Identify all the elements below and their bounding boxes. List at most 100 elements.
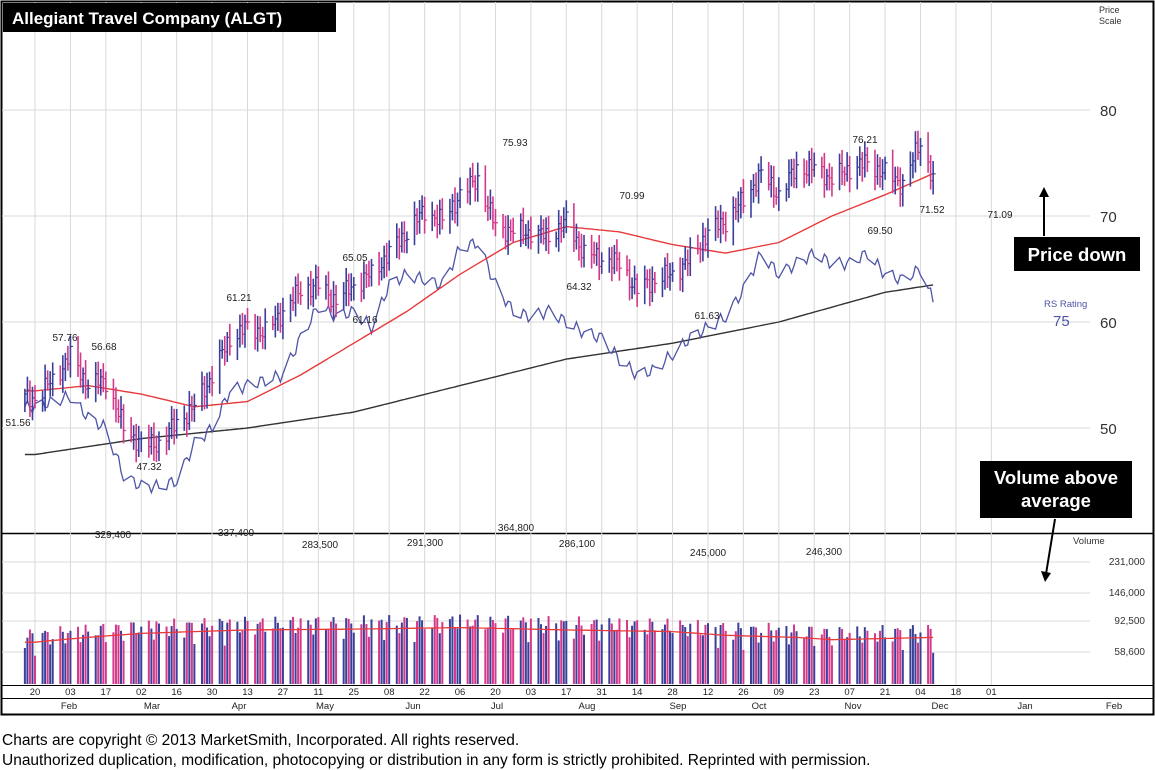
volume-annotation-7: 246,300 bbox=[806, 547, 843, 558]
month-label-6: Aug bbox=[579, 701, 596, 712]
day-label-13: 20 bbox=[490, 687, 501, 698]
volume-bar bbox=[441, 622, 444, 684]
volume-bar bbox=[631, 625, 634, 684]
volume-bar bbox=[787, 644, 790, 684]
volume-bar bbox=[281, 627, 284, 684]
volume-bar bbox=[919, 632, 922, 684]
volume-bar bbox=[312, 634, 315, 684]
day-label-5: 30 bbox=[207, 687, 218, 698]
volume-bar bbox=[696, 620, 699, 684]
month-label-12: Feb bbox=[1106, 701, 1122, 712]
volume-bar bbox=[183, 637, 186, 684]
price-tick-50: 50 bbox=[1100, 421, 1117, 438]
volume-bar bbox=[274, 616, 277, 684]
volume-bar bbox=[828, 636, 831, 684]
volume-bar bbox=[317, 617, 320, 684]
ma50-line bbox=[24, 172, 934, 408]
volume-bar bbox=[388, 615, 391, 684]
price-annotation-11: 76.21 bbox=[852, 135, 877, 146]
volume-bar bbox=[456, 628, 459, 684]
volume-bar bbox=[453, 627, 456, 684]
day-label-16: 31 bbox=[596, 687, 607, 698]
volume-bar bbox=[775, 630, 778, 684]
volume-annotation-3: 291,300 bbox=[407, 538, 444, 549]
volume-bar bbox=[512, 629, 515, 684]
volume-bar bbox=[135, 632, 138, 684]
volume-bar bbox=[466, 619, 469, 684]
title-box bbox=[3, 3, 336, 32]
volume-bar bbox=[476, 615, 479, 684]
price-axis-ticks: 80 70 60 50 bbox=[1100, 103, 1117, 438]
day-label-19: 12 bbox=[703, 687, 714, 698]
volume-bar bbox=[590, 624, 593, 684]
volume-bar bbox=[752, 626, 755, 684]
volume-bar bbox=[99, 625, 102, 684]
volume-bar bbox=[69, 630, 72, 684]
volume-bar bbox=[150, 628, 153, 684]
day-label-12: 06 bbox=[455, 687, 466, 698]
volume-bar bbox=[335, 623, 338, 684]
volume-bar bbox=[610, 623, 613, 684]
volume-bar bbox=[689, 623, 692, 684]
day-label-27: 01 bbox=[986, 687, 997, 698]
day-label-23: 07 bbox=[844, 687, 855, 698]
volume-bar bbox=[168, 636, 171, 684]
volume-bar bbox=[292, 616, 295, 684]
volume-callout-l1: Volume above bbox=[994, 467, 1118, 488]
volume-bar bbox=[805, 636, 808, 684]
volume-bar bbox=[577, 616, 580, 684]
volume-bar bbox=[208, 636, 211, 684]
volume-bar bbox=[28, 629, 31, 684]
volume-bar bbox=[383, 640, 386, 684]
volume-bar bbox=[522, 617, 525, 684]
volume-bar bbox=[241, 630, 244, 684]
volume-bar bbox=[360, 624, 363, 684]
volume-bar bbox=[23, 647, 26, 684]
volume-bar bbox=[66, 633, 69, 684]
volume-annotations: 329,400 337,400 283,500 291,300 364,800 286,1… bbox=[95, 523, 843, 559]
price-annotation-5: 65.05 bbox=[342, 253, 367, 264]
volume-annotation-1: 337,400 bbox=[218, 528, 255, 539]
volume-bar bbox=[433, 615, 436, 684]
volume-bar bbox=[350, 623, 353, 684]
volume-bar bbox=[44, 630, 47, 684]
price-scale-label-l1: Price bbox=[1099, 5, 1120, 15]
price-annotation-7: 75.93 bbox=[502, 138, 527, 149]
volume-bar bbox=[575, 624, 578, 684]
volume-bar bbox=[742, 649, 745, 684]
price-annotation-1: 57.76 bbox=[52, 333, 77, 344]
price-annotation-4: 61.21 bbox=[226, 293, 251, 304]
volume-annotation-6: 245,000 bbox=[690, 548, 727, 559]
volume-bar bbox=[841, 628, 844, 684]
volume-bar bbox=[572, 638, 575, 684]
volume-bar bbox=[636, 620, 639, 684]
volume-bar bbox=[749, 626, 752, 684]
price-down-arrowhead bbox=[1039, 187, 1049, 197]
volume-bar bbox=[524, 622, 527, 684]
volume-bar bbox=[519, 620, 522, 684]
day-label-20: 26 bbox=[738, 687, 749, 698]
volume-bar bbox=[370, 619, 373, 684]
price-annotation-6: 61.16 bbox=[352, 315, 377, 326]
price-tick-60: 60 bbox=[1100, 315, 1117, 332]
volume-bar bbox=[112, 632, 115, 684]
volume-bar bbox=[734, 631, 737, 684]
volume-bar bbox=[41, 632, 44, 684]
volume-bar bbox=[785, 626, 788, 684]
volume-bar bbox=[615, 629, 618, 684]
month-label-9: Nov bbox=[845, 701, 862, 712]
volume-bar bbox=[64, 643, 67, 684]
volume-bar bbox=[858, 636, 861, 684]
volume-bar bbox=[879, 630, 882, 684]
volume-bar bbox=[770, 630, 773, 684]
day-label-9: 25 bbox=[348, 687, 359, 698]
volume-bar bbox=[772, 641, 775, 684]
volume-bar bbox=[79, 642, 82, 684]
volume-bar bbox=[911, 625, 914, 684]
volume-bar bbox=[830, 645, 833, 684]
rs-path bbox=[24, 238, 934, 495]
volume-bar bbox=[560, 620, 563, 684]
month-label-3: May bbox=[316, 701, 334, 712]
volume-bar bbox=[122, 640, 125, 684]
volume-bar bbox=[737, 622, 740, 684]
